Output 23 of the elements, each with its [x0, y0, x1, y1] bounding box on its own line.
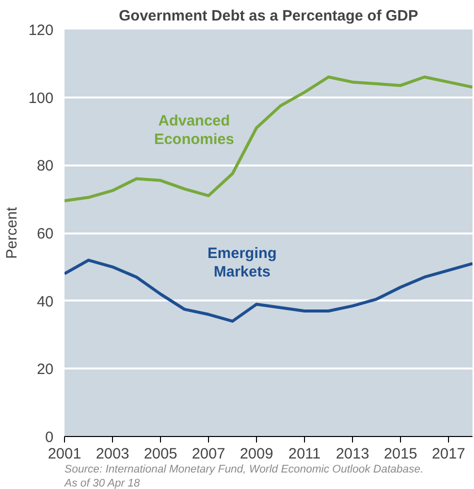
y-tick-label: 40 [36, 293, 54, 310]
x-tick-label: 2013 [336, 446, 370, 462]
y-tick-label: 100 [28, 90, 54, 107]
y-tick-label: 80 [36, 158, 54, 175]
x-tick-label: 2015 [384, 446, 418, 462]
y-tick-label: 0 [45, 429, 54, 446]
series-label: Emerging Markets [208, 244, 277, 280]
x-tick-label: 2003 [96, 446, 130, 462]
text: As of 30 Apr 18 [64, 478, 141, 489]
y-tick-label: 60 [36, 226, 54, 242]
x-tick-label: 2009 [240, 446, 274, 462]
y-tick-label: 120 [28, 22, 54, 39]
y-axis-title: Percent [3, 206, 20, 259]
series-label: Advanced Economies [154, 112, 234, 148]
x-tick-label: 2017 [432, 446, 466, 462]
x-tick-label: 2007 [192, 446, 226, 462]
y-tick-label: 20 [36, 361, 54, 378]
chart-title: Government Debt as a Percentage of GDP [118, 8, 418, 24]
source-note: Source: International Monetary Fund, World Economic Outlook Database. [64, 464, 424, 476]
x-tick-label: 2005 [144, 446, 178, 462]
x-tick-label: 2011 [288, 446, 321, 462]
line-series [64, 75, 472, 202]
x-tick-label: 2001 [48, 446, 82, 462]
